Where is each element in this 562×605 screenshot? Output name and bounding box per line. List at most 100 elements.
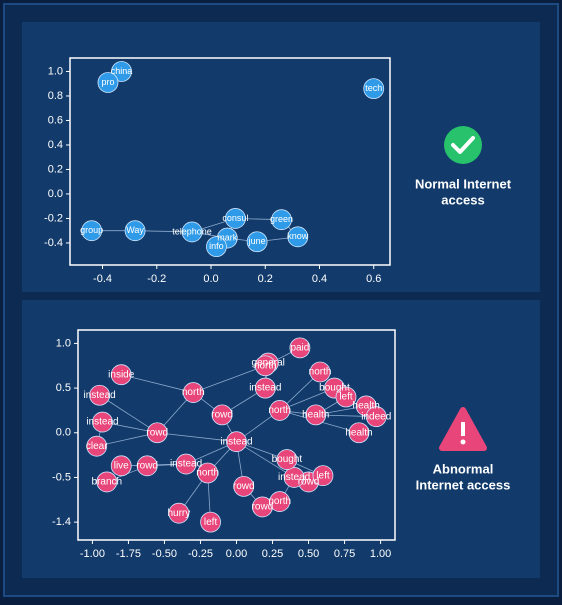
y-tick-label: 0.6 [48,114,63,126]
node [110,364,132,386]
node [181,221,203,243]
x-tick-label: -0.2 [147,273,166,285]
node-label: indeed [361,411,391,422]
y-tick-label: -0.2 [44,212,63,224]
annotation: access [441,192,484,207]
node [182,382,204,403]
node [309,361,331,383]
check-icon [444,126,482,164]
node-label: health [353,401,380,412]
node-label: paid [290,343,309,354]
y-tick-label: 0.0 [48,188,63,200]
node-label: instead [170,459,202,470]
y-tick-label: -0.5 [52,471,71,483]
y-tick-label: 0.0 [56,427,71,439]
node [312,465,334,487]
node-label: rowd [136,460,158,471]
node [175,453,197,475]
node-label: mark [217,232,237,242]
plot-area [69,57,391,266]
node [92,411,113,433]
y-tick-label: 0.5 [56,382,71,394]
node-label: branch [92,477,123,488]
node-label: instead [86,417,118,428]
node-label: live [114,460,129,471]
node [81,220,103,242]
edge [121,374,194,393]
x-tick-label: 0.0 [203,273,218,285]
node-label: Way [126,225,144,235]
node-label: bought [272,454,303,465]
node-label: bought [319,383,350,394]
x-tick-label: 0.50 [298,548,319,560]
node [254,377,276,399]
node-label: june [248,236,266,246]
x-tick-label: 0.25 [262,548,283,560]
node-label: instead [278,472,310,483]
node [146,422,168,444]
y-tick-label: 1.0 [56,337,71,349]
annotation: Internet access [416,477,511,492]
x-tick-label: 0.00 [226,548,247,560]
x-tick-label: 0.75 [334,548,355,560]
warning-icon [439,407,487,451]
x-tick-label: 0.2 [258,273,273,285]
y-tick-label: 0.4 [48,139,63,151]
node-label: group [80,225,103,235]
x-tick-label: -0.4 [93,273,112,285]
x-tick-label: -0.50 [152,548,177,560]
node-label: instead [83,390,115,401]
node-label: telephone [172,226,212,236]
x-tick-label: 1.00 [370,548,391,560]
node-label: inside [108,369,135,380]
node [254,355,276,377]
x-tick-label: -1.75 [116,548,141,560]
node [168,502,190,524]
y-tick-label: 0.8 [48,90,63,102]
x-tick-label: -0.25 [188,548,213,560]
node-label: north [182,387,205,398]
node [225,208,246,229]
node-label: health [345,427,372,438]
node [89,384,111,406]
node-label: rowd [298,477,320,488]
node [283,467,305,488]
y-tick-label: -0.4 [44,237,63,249]
y-tick-label: -1.4 [52,516,71,528]
node [197,462,219,484]
node [269,400,291,421]
node [233,475,255,497]
node-label: hurry [167,508,190,519]
node [211,404,233,426]
node-label: pro [101,77,114,87]
node-label: north [254,360,277,371]
y-tick-label: 0.2 [48,163,63,175]
node-label: know [287,231,309,241]
node-label: health [302,410,329,421]
node-label: rowd [146,427,168,438]
node [335,386,357,408]
node [124,220,146,242]
x-tick-label: 0.6 [366,273,381,285]
node-label: green [270,214,293,224]
edge [99,394,158,434]
node-label: left [204,517,218,528]
y-tick-label: 1.0 [48,65,63,77]
node-label: north [268,405,291,416]
annotation: Normal Internet [415,176,512,191]
x-tick-label: -1.00 [80,548,105,560]
node [86,435,108,457]
node [246,231,268,253]
node [276,449,298,470]
node [348,422,370,444]
annotation: Abnormal [433,461,494,476]
node [206,236,227,258]
node [96,471,118,493]
x-tick-label: 0.4 [312,273,327,285]
node-label: tech [365,83,382,93]
node-label: left [339,392,353,403]
node [269,491,291,512]
node-label: rowd [211,410,233,421]
node [97,72,119,93]
